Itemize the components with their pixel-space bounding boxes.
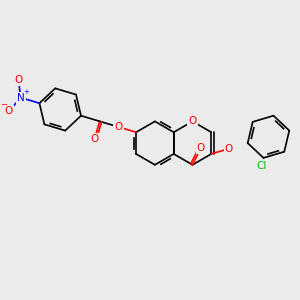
Text: −: − <box>0 100 7 109</box>
Text: O: O <box>188 116 196 126</box>
Text: Cl: Cl <box>256 161 267 171</box>
Text: O: O <box>14 75 22 85</box>
Text: O: O <box>5 106 13 116</box>
Text: O: O <box>114 122 123 132</box>
Text: O: O <box>90 134 98 144</box>
Text: +: + <box>24 89 29 95</box>
Text: O: O <box>196 143 205 153</box>
Text: N: N <box>17 93 25 103</box>
Text: O: O <box>225 144 233 154</box>
